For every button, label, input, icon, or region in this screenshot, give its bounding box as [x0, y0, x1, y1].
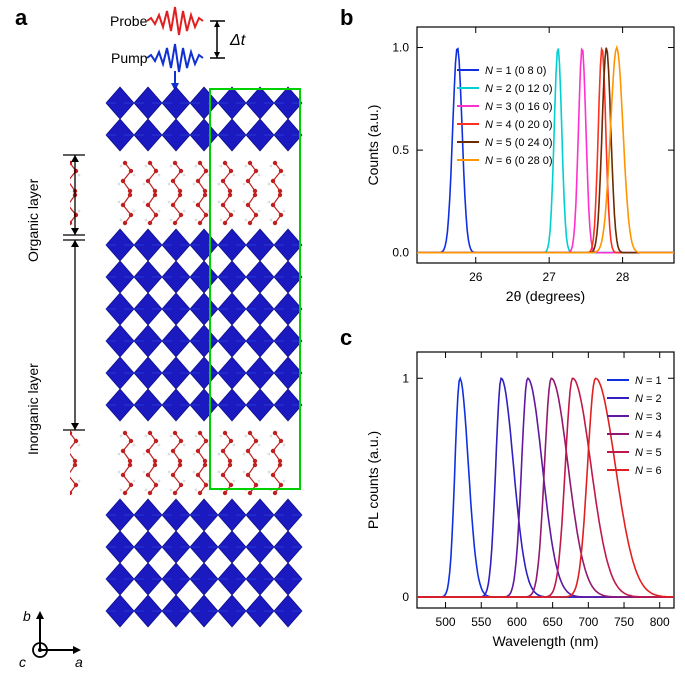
svg-text:a: a — [75, 654, 83, 670]
svg-text:N = 6: N = 6 — [635, 465, 662, 477]
svg-text:N = 5 (0 24 0): N = 5 (0 24 0) — [485, 137, 553, 149]
svg-text:0.0: 0.0 — [392, 246, 409, 260]
svg-text:N = 4: N = 4 — [635, 429, 662, 441]
svg-text:N = 3: N = 3 — [635, 411, 662, 423]
probe-label: Probe — [110, 13, 148, 29]
crystal-axes: b a c — [15, 605, 95, 675]
svg-text:2θ (degrees): 2θ (degrees) — [506, 288, 585, 304]
svg-text:550: 550 — [471, 615, 491, 629]
svg-text:b: b — [23, 608, 31, 624]
svg-text:26: 26 — [469, 270, 483, 284]
svg-text:28: 28 — [616, 270, 630, 284]
pump-probe-schematic: Probe Pump Δt — [55, 3, 345, 91]
svg-text:1: 1 — [402, 371, 409, 385]
svg-text:N = 2: N = 2 — [635, 393, 662, 405]
svg-text:500: 500 — [436, 615, 456, 629]
panel-c-label: c — [340, 325, 352, 351]
svg-text:0.5: 0.5 — [392, 143, 409, 157]
delta-t-label: Δt — [229, 32, 246, 49]
panel-a-label: a — [15, 5, 27, 31]
svg-text:N = 5: N = 5 — [635, 447, 662, 459]
svg-text:800: 800 — [650, 615, 670, 629]
svg-text:N = 1: N = 1 — [635, 375, 662, 387]
svg-text:0: 0 — [402, 590, 409, 604]
svg-text:N = 4 (0 20 0): N = 4 (0 20 0) — [485, 119, 553, 131]
svg-text:600: 600 — [507, 615, 527, 629]
svg-text:N = 6 (0 28 0): N = 6 (0 28 0) — [485, 155, 553, 167]
pl-chart: 500 550 600 650 700 750 800 0 1 Wavelength (nm) PL… — [362, 340, 682, 660]
svg-text:PL counts (a.u.): PL counts (a.u.) — [365, 431, 381, 529]
xrd-chart: 26 27 28 0.0 0.5 1.0 2θ (degrees) Counts (a.u.)… — [362, 15, 682, 315]
crystal-structure — [70, 85, 320, 635]
svg-text:N = 2 (0 12 0): N = 2 (0 12 0) — [485, 83, 553, 95]
svg-text:N = 3 (0 16 0): N = 3 (0 16 0) — [485, 101, 553, 113]
svg-text:650: 650 — [543, 615, 563, 629]
svg-text:700: 700 — [578, 615, 598, 629]
layer-brackets — [35, 150, 95, 500]
svg-text:1.0: 1.0 — [392, 41, 409, 55]
svg-text:750: 750 — [614, 615, 634, 629]
svg-text:c: c — [19, 654, 26, 670]
svg-text:Counts (a.u.): Counts (a.u.) — [365, 105, 381, 186]
pump-label: Pump — [111, 50, 148, 66]
svg-text:N = 1 (0 8 0): N = 1 (0 8 0) — [485, 65, 546, 77]
svg-text:27: 27 — [542, 270, 556, 284]
svg-text:Wavelength (nm): Wavelength (nm) — [492, 633, 598, 649]
